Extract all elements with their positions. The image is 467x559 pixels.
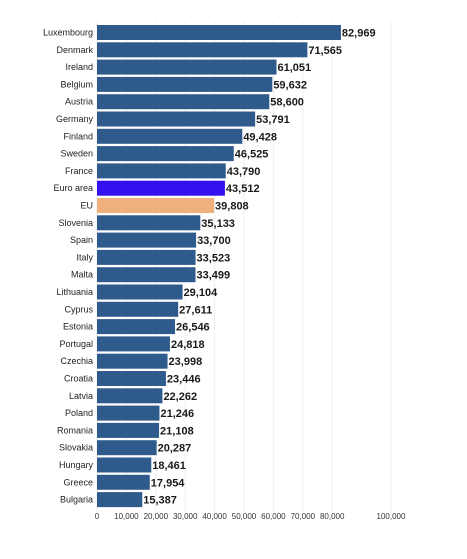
category-label: Czechia bbox=[60, 356, 93, 366]
category-label: Belgium bbox=[60, 79, 93, 89]
value-label: 33,499 bbox=[196, 270, 230, 282]
category-label: Italy bbox=[76, 252, 93, 262]
value-label: 17,954 bbox=[151, 477, 186, 489]
value-label: 61,051 bbox=[277, 62, 311, 74]
category-label: Estonia bbox=[63, 322, 93, 332]
x-tick-label: 80,000 bbox=[320, 512, 345, 521]
bar-estonia bbox=[97, 319, 176, 335]
value-label: 29,104 bbox=[184, 287, 219, 299]
value-label: 20,287 bbox=[158, 443, 192, 455]
value-label: 33,523 bbox=[197, 252, 231, 264]
x-tick-label: 40,000 bbox=[202, 512, 227, 521]
value-label: 23,998 bbox=[169, 356, 203, 368]
x-tick-label: 60,000 bbox=[261, 512, 286, 521]
value-label: 39,808 bbox=[215, 201, 249, 213]
bar-italy bbox=[97, 249, 196, 265]
value-label: 27,611 bbox=[179, 304, 212, 316]
value-label: 33,700 bbox=[197, 235, 231, 247]
value-label: 53,791 bbox=[256, 114, 290, 126]
x-axis-ticks: 0 10,000 20,000 30,000 40,000 50,000 60,000 70,… bbox=[95, 512, 406, 521]
bar-lithuania bbox=[97, 284, 183, 300]
bar-malta bbox=[97, 267, 196, 283]
category-label: Germany bbox=[56, 114, 94, 124]
category-label: France bbox=[65, 166, 93, 176]
category-label: Slovakia bbox=[59, 443, 93, 453]
bar-germany bbox=[97, 111, 256, 127]
value-label: 21,108 bbox=[160, 425, 194, 437]
x-tick-label: 20,000 bbox=[144, 512, 169, 521]
category-label: Euro area bbox=[53, 183, 93, 193]
category-label: Greece bbox=[63, 477, 93, 487]
bar-greece bbox=[97, 474, 150, 490]
value-label: 46,525 bbox=[235, 149, 269, 161]
bar-sweden bbox=[97, 146, 234, 162]
category-label: Croatia bbox=[64, 374, 93, 384]
category-label: Finland bbox=[63, 131, 93, 141]
category-label: Luxembourg bbox=[43, 28, 93, 38]
bar-france bbox=[97, 163, 226, 179]
value-label: 26,546 bbox=[176, 322, 210, 334]
bar-slovenia bbox=[97, 215, 201, 231]
value-label: 15,387 bbox=[143, 495, 177, 507]
x-tick-label: 10,000 bbox=[114, 512, 139, 521]
value-label: 82,969 bbox=[342, 28, 376, 40]
value-label: 43,790 bbox=[227, 166, 261, 178]
bar-luxembourg bbox=[97, 25, 341, 40]
category-label: Malta bbox=[71, 270, 93, 280]
value-label: 59,632 bbox=[273, 79, 307, 91]
bar-euro-area bbox=[97, 180, 225, 196]
category-label: Spain bbox=[70, 235, 93, 245]
category-label: Cyprus bbox=[64, 304, 93, 314]
x-tick-label: 50,000 bbox=[232, 512, 257, 521]
bar-austria bbox=[97, 94, 270, 110]
category-label: Lithuania bbox=[56, 287, 93, 297]
bar-ireland bbox=[97, 59, 277, 75]
bar-latvia bbox=[97, 388, 163, 404]
bar-hungary bbox=[97, 457, 152, 473]
bar-slovakia bbox=[97, 440, 157, 456]
category-label: Slovenia bbox=[58, 218, 93, 228]
bar-czechia bbox=[97, 353, 168, 369]
bar-cyprus bbox=[97, 301, 179, 317]
bar-croatia bbox=[97, 371, 166, 386]
category-labels: Luxembourg Denmark Ireland Belgium Austria Ge… bbox=[43, 28, 94, 505]
value-label: 21,246 bbox=[160, 408, 194, 420]
category-label: Austria bbox=[65, 97, 93, 107]
category-label: Ireland bbox=[65, 62, 93, 72]
bar-romania bbox=[97, 422, 160, 438]
bar-eu bbox=[97, 198, 215, 213]
category-label: Poland bbox=[65, 408, 93, 418]
category-label: EU bbox=[80, 201, 93, 211]
bar-poland bbox=[97, 405, 160, 421]
value-label: 18,461 bbox=[152, 460, 186, 472]
value-label: 58,600 bbox=[270, 97, 304, 109]
x-tick-label: 100,000 bbox=[377, 512, 406, 521]
category-label: Hungary bbox=[59, 460, 94, 470]
category-label: Portugal bbox=[59, 339, 93, 349]
value-label: 49,428 bbox=[243, 131, 277, 143]
x-tick-label: 70,000 bbox=[291, 512, 316, 521]
bar-belgium bbox=[97, 76, 273, 92]
value-label: 35,133 bbox=[201, 218, 235, 230]
bar-spain bbox=[97, 232, 197, 248]
bar-denmark bbox=[97, 42, 308, 58]
x-tick-label: 30,000 bbox=[173, 512, 198, 521]
value-label: 24,818 bbox=[171, 339, 205, 351]
x-tick-label: 0 bbox=[95, 512, 100, 521]
category-label: Bulgaria bbox=[60, 495, 93, 505]
bar-finland bbox=[97, 128, 243, 144]
value-label: 43,512 bbox=[226, 183, 260, 195]
bar-bulgaria bbox=[97, 492, 143, 508]
category-label: Romania bbox=[57, 425, 93, 435]
category-label: Latvia bbox=[69, 391, 93, 401]
bars-layer bbox=[97, 25, 341, 508]
value-label: 23,446 bbox=[167, 374, 201, 386]
category-label: Sweden bbox=[60, 149, 93, 159]
category-label: Denmark bbox=[56, 45, 93, 55]
value-label: 71,565 bbox=[308, 45, 342, 57]
bar-portugal bbox=[97, 336, 170, 352]
value-label: 22,262 bbox=[163, 391, 197, 403]
